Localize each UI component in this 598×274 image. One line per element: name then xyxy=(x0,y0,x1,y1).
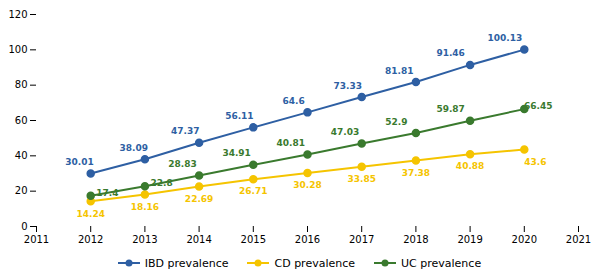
svg-text:2013: 2013 xyxy=(132,234,157,245)
svg-text:120: 120 xyxy=(8,9,27,20)
svg-text:2017: 2017 xyxy=(349,234,374,245)
svg-text:2018: 2018 xyxy=(403,234,428,245)
svg-text:33.85: 33.85 xyxy=(347,174,375,184)
svg-text:0: 0 xyxy=(21,221,27,232)
svg-text:59.87: 59.87 xyxy=(436,104,464,114)
svg-text:22.8: 22.8 xyxy=(150,178,172,188)
svg-text:37.38: 37.38 xyxy=(402,168,430,178)
svg-text:2015: 2015 xyxy=(241,234,266,245)
svg-text:22.69: 22.69 xyxy=(185,194,213,204)
svg-text:40.88: 40.88 xyxy=(456,161,484,171)
svg-text:38.09: 38.09 xyxy=(120,143,148,153)
svg-text:40: 40 xyxy=(15,150,28,161)
svg-text:64.6: 64.6 xyxy=(282,96,304,106)
svg-text:30.28: 30.28 xyxy=(293,180,321,190)
html-text:IBD prevalence: IBD prevalence xyxy=(144,256,229,270)
svg-text:2011: 2011 xyxy=(24,234,49,245)
svg-text:2021: 2021 xyxy=(566,234,591,245)
svg-text:100.13: 100.13 xyxy=(487,33,522,43)
svg-text:40.81: 40.81 xyxy=(277,138,305,148)
svg-text:28.83: 28.83 xyxy=(168,159,196,169)
svg-text:43.6: 43.6 xyxy=(524,157,546,167)
svg-text:56.11: 56.11 xyxy=(225,111,253,121)
svg-text:17.4: 17.4 xyxy=(96,188,118,198)
svg-text:20: 20 xyxy=(15,185,28,196)
svg-text:73.33: 73.33 xyxy=(334,80,362,90)
svg-text:34.91: 34.91 xyxy=(222,148,250,158)
svg-text:2016: 2016 xyxy=(295,234,320,245)
svg-text:18.16: 18.16 xyxy=(131,202,159,212)
svg-text:2020: 2020 xyxy=(512,234,537,245)
svg-text:2012: 2012 xyxy=(78,234,103,245)
html-text:UC prevalence: UC prevalence xyxy=(401,256,482,270)
svg-text:47.03: 47.03 xyxy=(331,127,359,137)
svg-text:100: 100 xyxy=(8,44,27,55)
svg-text:80: 80 xyxy=(15,79,28,90)
svg-text:60: 60 xyxy=(15,115,28,126)
svg-text:30.01: 30.01 xyxy=(65,157,93,167)
svg-text:52.9: 52.9 xyxy=(385,117,407,127)
svg-text:91.46: 91.46 xyxy=(436,48,464,58)
html-text:CD prevalence: CD prevalence xyxy=(274,256,355,270)
svg-text:81.81: 81.81 xyxy=(385,66,413,76)
svg-text:26.71: 26.71 xyxy=(239,186,267,196)
svg-text:47.37: 47.37 xyxy=(171,126,199,136)
svg-text:14.24: 14.24 xyxy=(76,209,104,219)
svg-text:2019: 2019 xyxy=(457,234,482,245)
svg-text:2014: 2014 xyxy=(186,234,211,245)
svg-text:66.45: 66.45 xyxy=(524,101,552,111)
